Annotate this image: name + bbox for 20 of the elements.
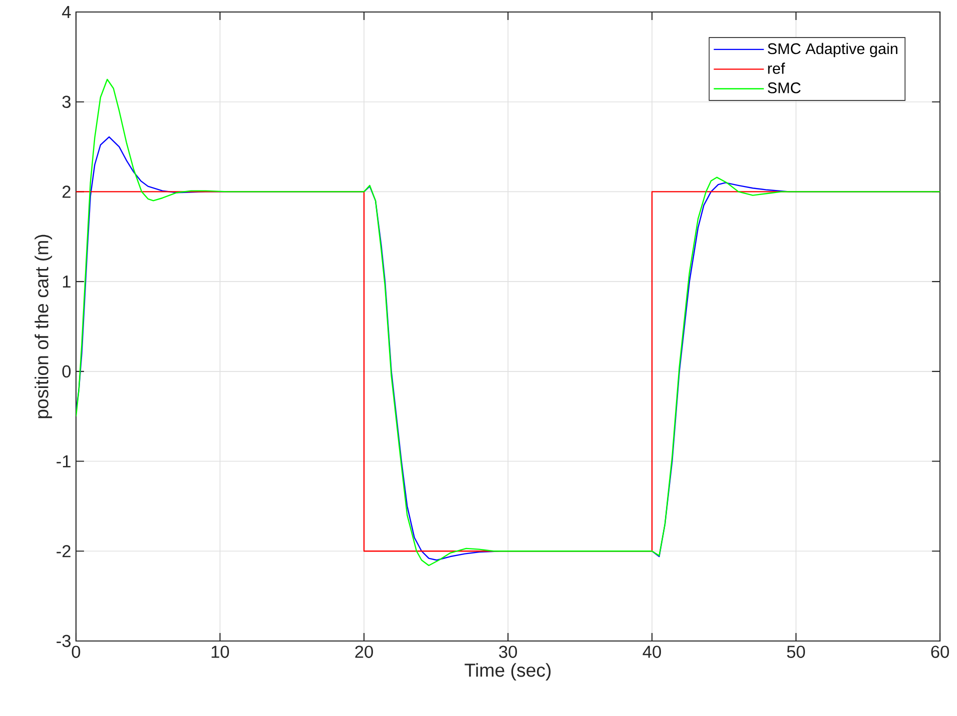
y-tick-label: 4: [62, 6, 71, 18]
x-tick-label: 60: [931, 646, 949, 658]
y-tick-label: -2: [56, 545, 70, 558]
y-tick-label: 0: [62, 365, 71, 378]
legend-label: ref: [768, 62, 786, 74]
x-tick-label: 0: [72, 646, 80, 658]
x-tick-label: 50: [787, 646, 805, 658]
y-tick-label: 1: [62, 276, 70, 288]
x-tick-label: 40: [642, 646, 661, 658]
legend-label: SMC Adaptive gain: [768, 42, 898, 58]
y-tick-label: -1: [56, 455, 70, 468]
x-tick-label: 20: [355, 646, 373, 658]
x-tick-label: 30: [499, 646, 517, 658]
y-axis-title: position of the cart (m): [34, 234, 52, 418]
y-tick-label: -3: [56, 634, 71, 648]
y-tick-label: 3: [62, 96, 71, 108]
x-axis-title: Time (sec): [464, 663, 551, 681]
x-tick-label: 10: [212, 646, 229, 658]
legend-label: SMC: [768, 82, 801, 94]
y-tick-label: 2: [62, 186, 70, 198]
